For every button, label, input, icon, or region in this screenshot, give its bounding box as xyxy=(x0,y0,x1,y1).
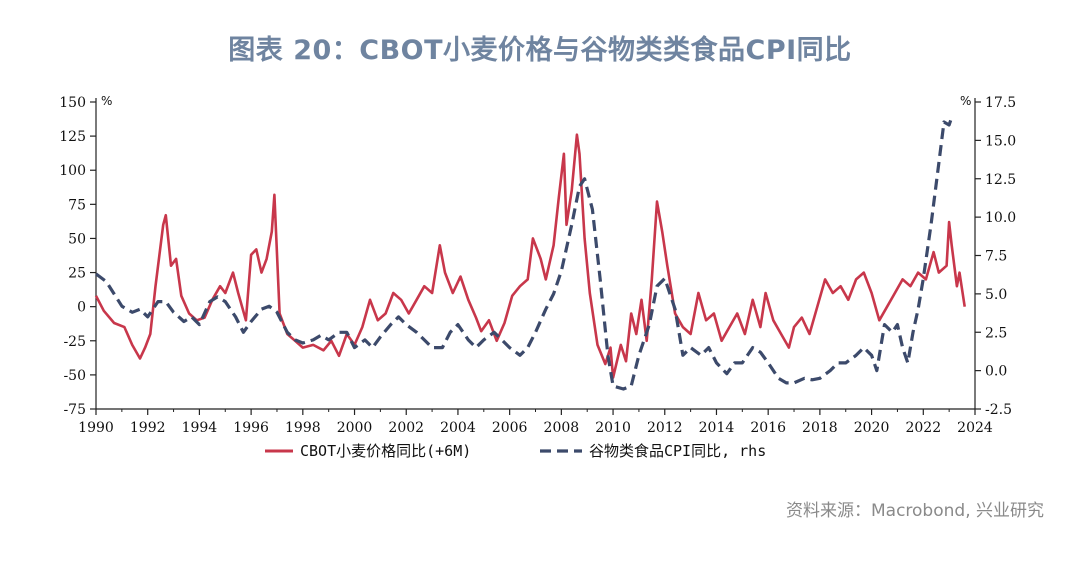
right-tick-label: 0.0 xyxy=(985,364,1007,380)
x-tick-label: 2002 xyxy=(388,420,424,436)
legend-label-wheat: CBOT小麦价格同比(+6M) xyxy=(300,442,471,460)
x-tick-label: 1996 xyxy=(233,420,269,436)
x-tick-label: 2024 xyxy=(957,420,993,436)
x-tick-label: 2010 xyxy=(595,420,631,436)
series-line-wheat xyxy=(94,133,966,379)
right-axis-unit: % xyxy=(960,94,971,108)
left-tick-label: -50 xyxy=(63,368,86,384)
x-tick-label: 2020 xyxy=(854,420,890,436)
x-tick-label: 1998 xyxy=(285,420,321,436)
x-tick-label: 2012 xyxy=(647,420,683,436)
right-tick-label: 7.5 xyxy=(985,249,1007,265)
left-axis-unit: % xyxy=(101,94,112,108)
x-tick-label: 2008 xyxy=(544,420,580,436)
right-tick-label: 17.5 xyxy=(985,95,1016,111)
right-tick-label: 12.5 xyxy=(985,172,1016,188)
series-line-cpi xyxy=(95,116,954,391)
legend-group: CBOT小麦价格同比(+6M) 谷物类食品CPI同比, rhs xyxy=(265,442,766,460)
x-tick-label: 2000 xyxy=(337,420,373,436)
lines-group xyxy=(94,116,966,391)
left-tick-label: -25 xyxy=(63,334,86,350)
x-tick-label: 2022 xyxy=(905,420,941,436)
x-tick-label: 1992 xyxy=(130,420,166,436)
right-tick-label: 5.0 xyxy=(985,287,1007,303)
right-tick-label: -2.5 xyxy=(985,402,1012,418)
x-tick-label: 1990 xyxy=(78,420,114,436)
source-note: 资料来源：Macrobond, 兴业研究 xyxy=(785,501,1044,521)
left-tick-label: 0 xyxy=(77,300,86,316)
right-tick-label: 2.5 xyxy=(985,325,1007,341)
axes-group: 150 125 100 75 50 25 0 -25 -50 -75 17.5 15.0 12.5 10.… xyxy=(59,94,1016,436)
x-tick-label: 2014 xyxy=(699,420,735,436)
x-tick-label: 2018 xyxy=(802,420,838,436)
left-tick-label: 25 xyxy=(68,266,86,282)
left-tick-label: 100 xyxy=(59,163,86,179)
left-tick-label: 125 xyxy=(59,129,86,145)
x-tick-label: 2004 xyxy=(440,420,476,436)
right-tick-label: 10.0 xyxy=(985,210,1016,226)
x-tick-label: 2016 xyxy=(750,420,786,436)
right-tick-label: 15.0 xyxy=(985,133,1016,149)
left-tick-label: -75 xyxy=(63,402,86,418)
left-tick-label: 50 xyxy=(68,231,86,247)
x-tick-label: 2006 xyxy=(492,420,528,436)
legend-label-cpi: 谷物类食品CPI同比, rhs xyxy=(589,442,766,460)
x-tick-label: 1994 xyxy=(182,420,218,436)
left-tick-label: 75 xyxy=(68,197,86,213)
left-tick-label: 150 xyxy=(59,95,86,111)
chart-title: 图表 20：CBOT小麦价格与谷物类类食品CPI同比 xyxy=(228,35,852,66)
